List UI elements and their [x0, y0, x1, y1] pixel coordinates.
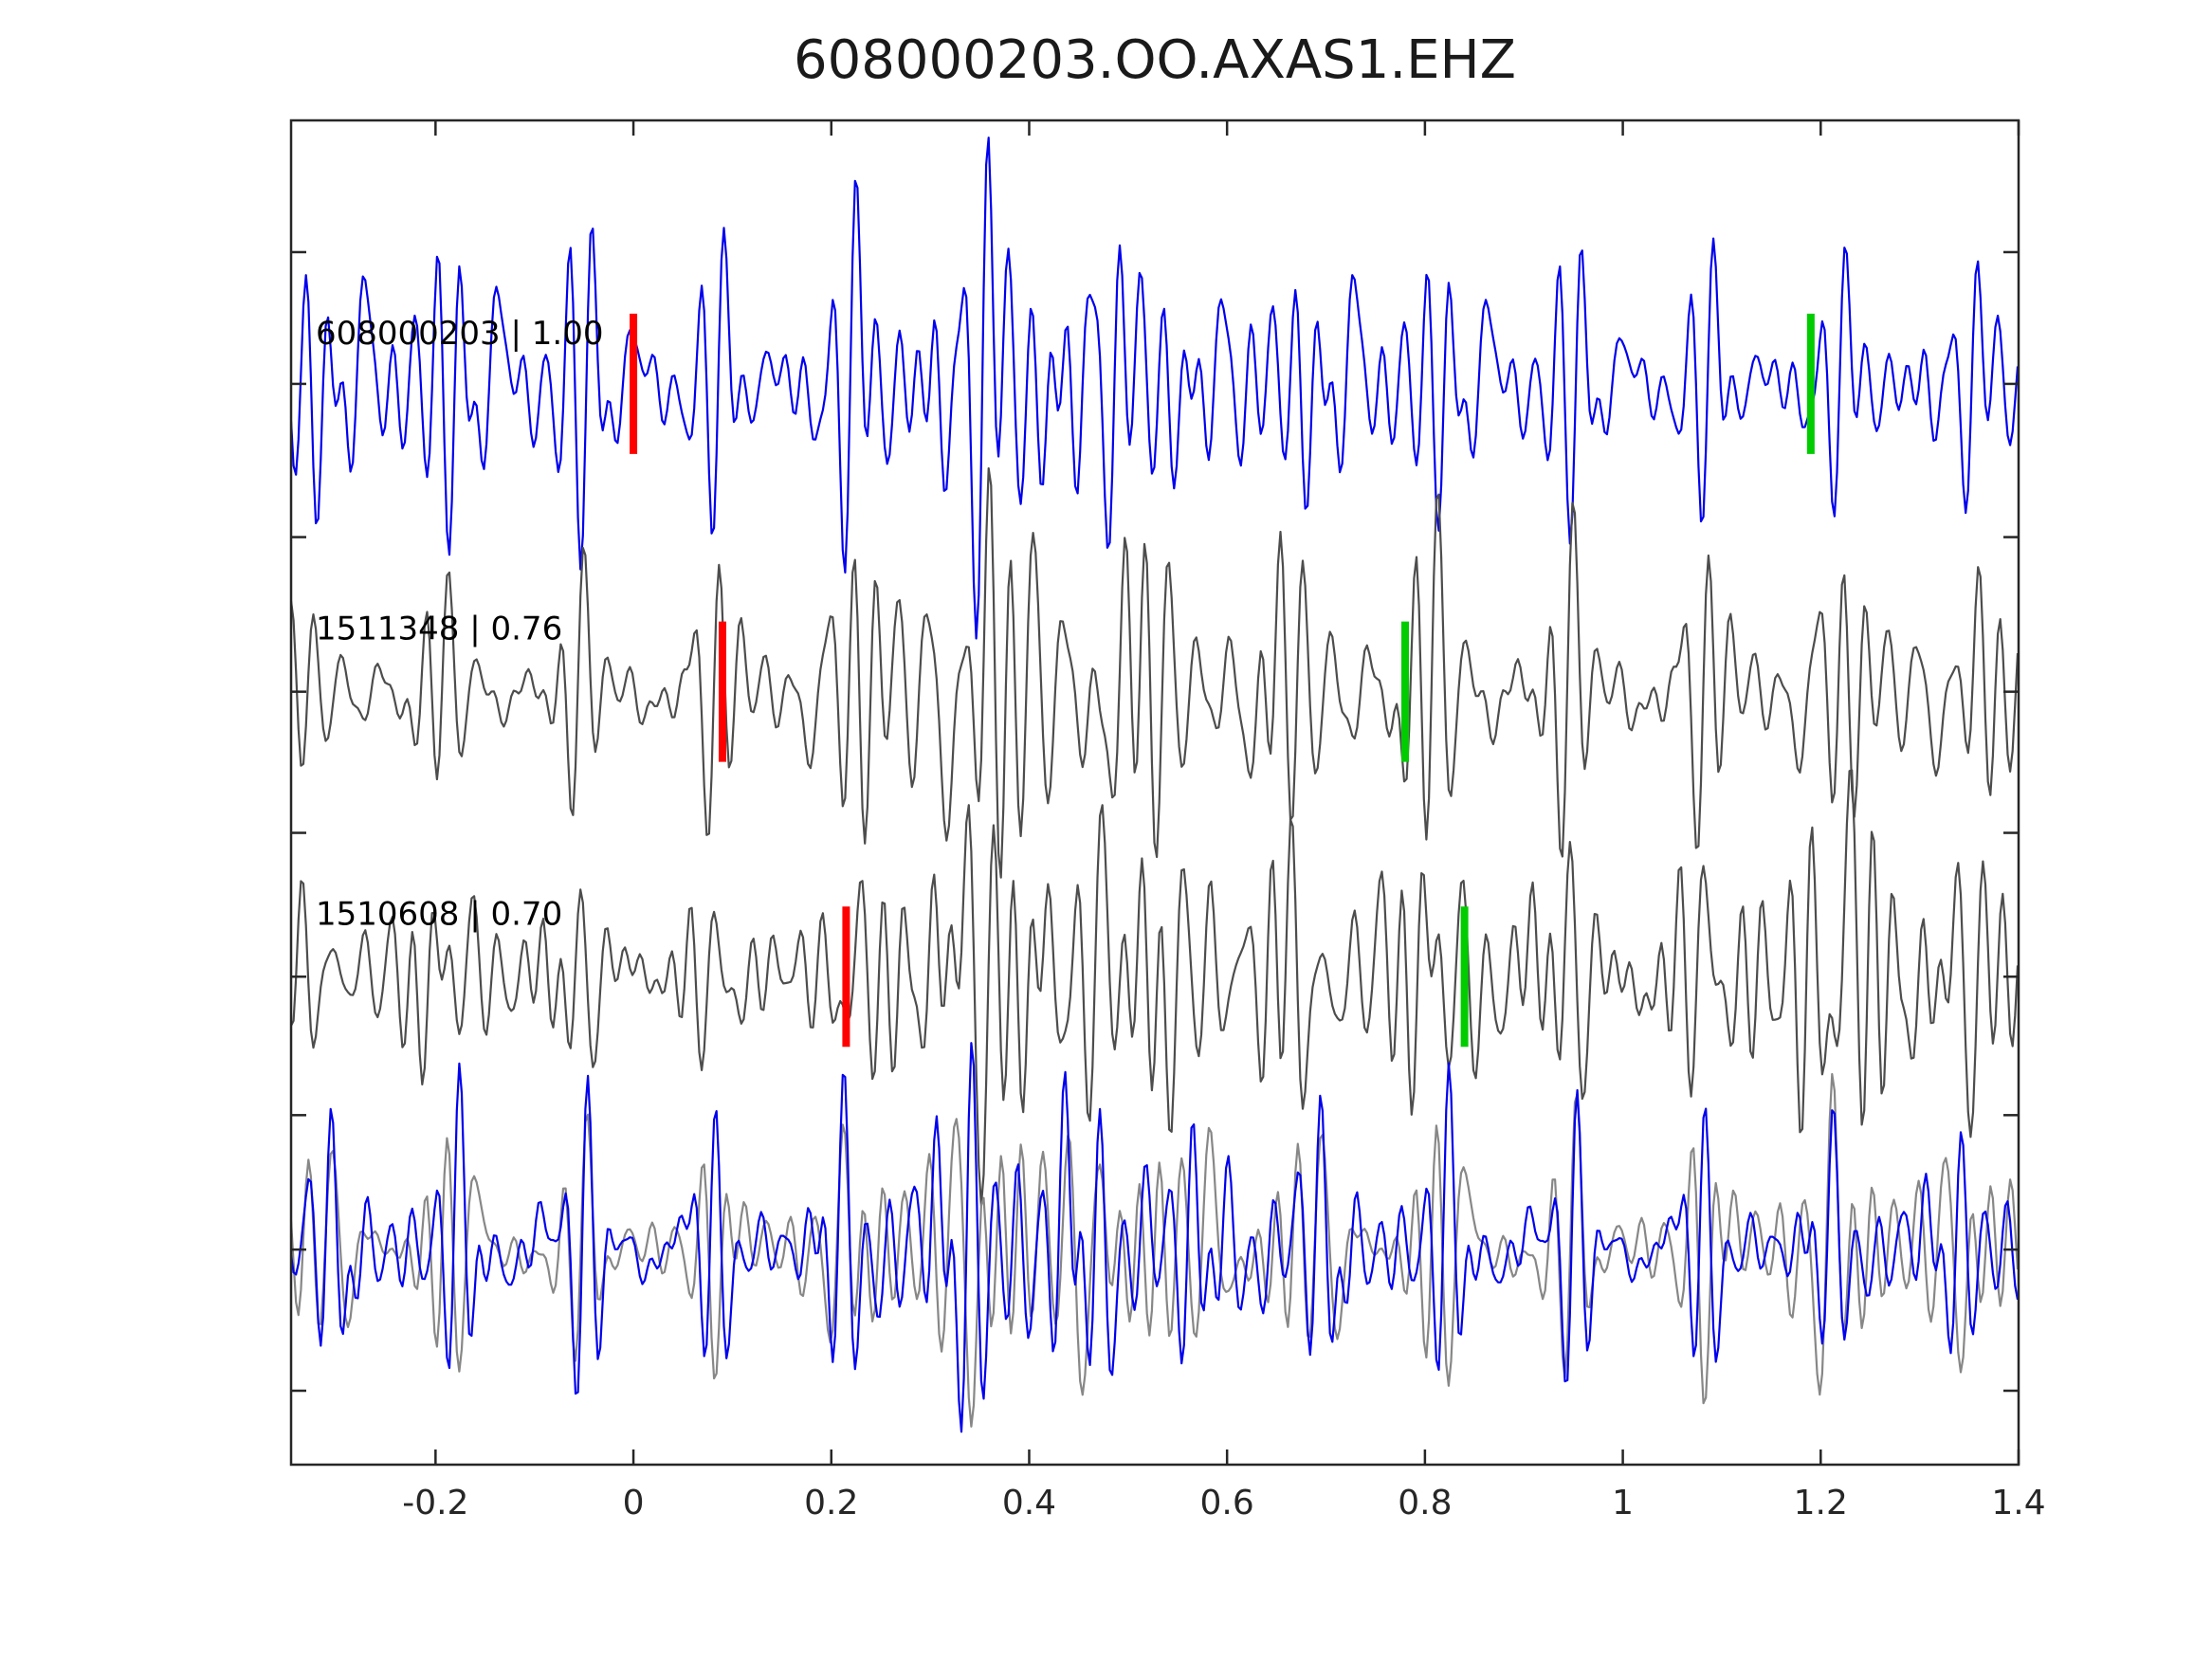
traces-group — [291, 137, 2019, 1433]
waveform-trace-1511348 — [291, 466, 2019, 879]
x-tick-label: 1 — [1612, 1484, 1634, 1522]
chart-title: 608000203.OO.AXAS1.EHZ — [794, 29, 1516, 91]
x-tick-label: 0 — [623, 1484, 645, 1522]
axes-group: -0.2 0 0.2 0.4 0.6 0.8 1 1.2 1.4 — [291, 120, 2046, 1522]
x-tick-label: 1.2 — [1794, 1484, 1848, 1522]
x-tick-label: 1.4 — [1991, 1484, 2045, 1522]
waveform-trace-1510608 — [291, 769, 2019, 1207]
x-tick-label: 0.2 — [804, 1484, 858, 1522]
trace-label-1510608: 1510608 | 0.70 — [316, 895, 562, 933]
x-tick-label: -0.2 — [402, 1484, 468, 1522]
waveform-trace-overlay-template — [291, 1072, 2019, 1428]
x-tick-label: 0.4 — [1002, 1484, 1056, 1522]
plot-border — [289, 118, 2020, 1467]
waveform-trace-overlay-detection — [291, 1042, 2019, 1433]
pick-markers-group — [630, 313, 1815, 1048]
x-tick-label: 0.8 — [1398, 1484, 1452, 1522]
x-tick-label: 0.6 — [1200, 1484, 1254, 1522]
waveform-trace-608000203 — [291, 137, 2019, 640]
trace-label-1511348: 1511348 | 0.76 — [316, 611, 562, 648]
trace-labels-group: 608000203 | 1.00 1511348 | 0.76 1510608 | … — [316, 315, 603, 933]
trace-label-608000203: 608000203 | 1.00 — [316, 315, 603, 353]
